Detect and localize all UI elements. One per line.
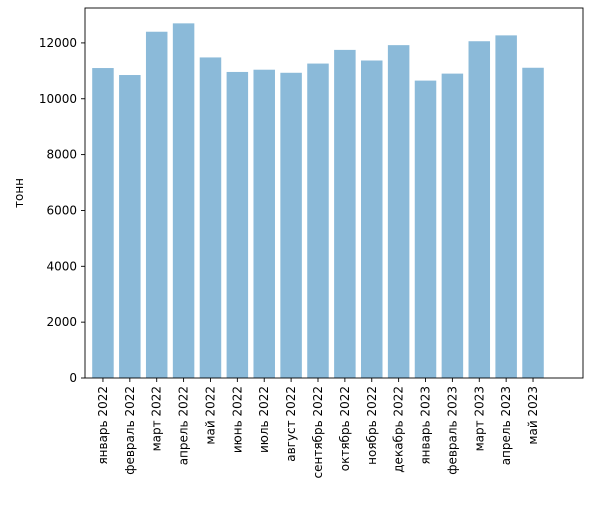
bar-1 xyxy=(92,68,114,378)
x-tick-label-14: февраль 2023 xyxy=(445,386,459,475)
x-tick-label-15: март 2023 xyxy=(472,386,486,451)
x-tick-label-12: декабрь 2022 xyxy=(392,386,406,473)
bar-10 xyxy=(334,49,356,378)
x-tick-label-5: май 2022 xyxy=(203,386,217,445)
bar-7 xyxy=(253,69,275,379)
y-tick-label-4: 8000 xyxy=(46,148,77,162)
x-tick-label-9: сентябрь 2022 xyxy=(311,386,325,478)
y-tick-label-3: 6000 xyxy=(46,203,77,217)
x-axis: январь 2022 февраль 2022 март 2022 апрель 2… xyxy=(96,378,540,478)
x-tick-label-7: июль 2022 xyxy=(257,386,271,453)
x-tick-label-10: октябрь 2022 xyxy=(338,386,352,471)
bar-13 xyxy=(414,80,437,378)
y-axis-label: тонн xyxy=(12,178,26,208)
y-tick-label-1: 2000 xyxy=(46,315,77,329)
bar-3 xyxy=(145,31,168,379)
bar-5 xyxy=(199,57,222,379)
bar-2 xyxy=(119,75,141,379)
x-tick-label-4: апрель 2022 xyxy=(177,386,191,465)
bar-11 xyxy=(361,60,383,378)
bar-15 xyxy=(468,41,491,378)
x-tick-label-8: август 2022 xyxy=(284,386,298,462)
x-tick-label-1: январь 2022 xyxy=(96,386,110,465)
x-tick-label-6: июнь 2022 xyxy=(230,386,244,453)
bars-group xyxy=(92,23,544,379)
x-tick-label-17: май 2023 xyxy=(526,386,540,445)
y-tick-label-2: 4000 xyxy=(46,259,77,273)
y-tick-label-0: 0 xyxy=(69,371,77,385)
plot-frame xyxy=(84,7,584,379)
x-tick-label-3: март 2022 xyxy=(150,386,164,451)
bar-14 xyxy=(441,73,464,379)
bar-12 xyxy=(387,45,410,378)
x-tick-label-11: ноябрь 2022 xyxy=(365,386,379,465)
bar-16 xyxy=(495,35,517,379)
y-tick-label-5: 10000 xyxy=(39,92,77,106)
bar-8 xyxy=(280,72,302,378)
x-tick-label-16: апрель 2023 xyxy=(499,386,513,465)
bar-9 xyxy=(307,63,329,378)
bar-4 xyxy=(172,23,195,379)
x-tick-label-13: январь 2023 xyxy=(419,386,433,465)
y-axis: 0 2000 4000 6000 8000 10000 12000 xyxy=(39,36,85,385)
x-tick-label-2: февраль 2022 xyxy=(123,386,137,475)
y-tick-label-6: 12000 xyxy=(39,36,77,50)
bar-6 xyxy=(226,71,249,378)
bar-17 xyxy=(522,67,544,378)
